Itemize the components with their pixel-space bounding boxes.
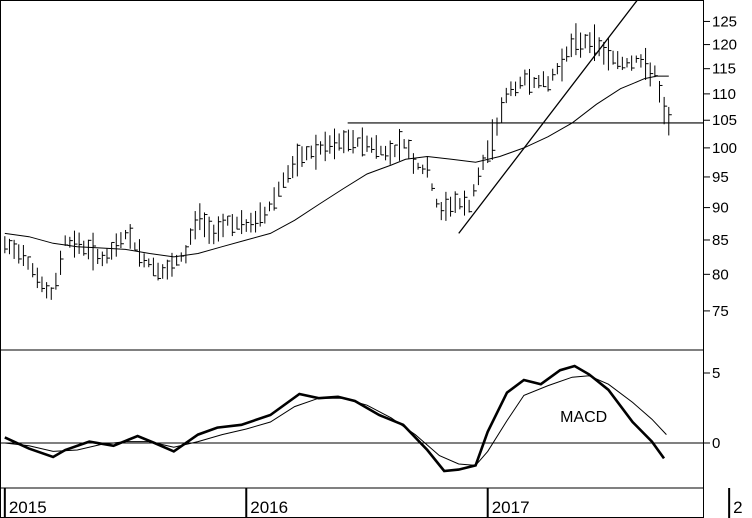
macd-axis-tick-label: 0 bbox=[712, 435, 720, 452]
trend-line bbox=[458, 0, 639, 234]
year-label: 2017 bbox=[492, 498, 530, 517]
year-label: 2015 bbox=[9, 498, 47, 517]
price-axis-tick-label: 90 bbox=[712, 200, 729, 217]
price-axis-tick-label: 105 bbox=[712, 112, 737, 129]
macd-line bbox=[4, 364, 666, 473]
price-axis-tick-label: 85 bbox=[712, 232, 729, 249]
moving-average-line bbox=[4, 75, 669, 258]
price-axis-tick-label: 120 bbox=[712, 37, 737, 54]
price-axis-tick-label: 100 bbox=[712, 140, 737, 157]
plot-frame bbox=[0, 0, 704, 518]
price-axis-tick-label: 80 bbox=[712, 266, 729, 283]
macd-signal-line bbox=[4, 375, 667, 466]
year-label: 2 bbox=[733, 498, 742, 517]
year-label: 2016 bbox=[250, 498, 288, 517]
macd-axis-tick-label: 5 bbox=[712, 365, 720, 382]
price-axis-tick-label: 125 bbox=[712, 13, 737, 30]
price-axis-tick-label: 115 bbox=[712, 61, 736, 78]
price-axis-tick-label: 75 bbox=[712, 303, 729, 320]
price-axis-tick-label: 110 bbox=[712, 86, 736, 103]
macd-annotation-label: MACD bbox=[560, 409, 607, 426]
price-axis-tick-label: 95 bbox=[712, 169, 729, 186]
